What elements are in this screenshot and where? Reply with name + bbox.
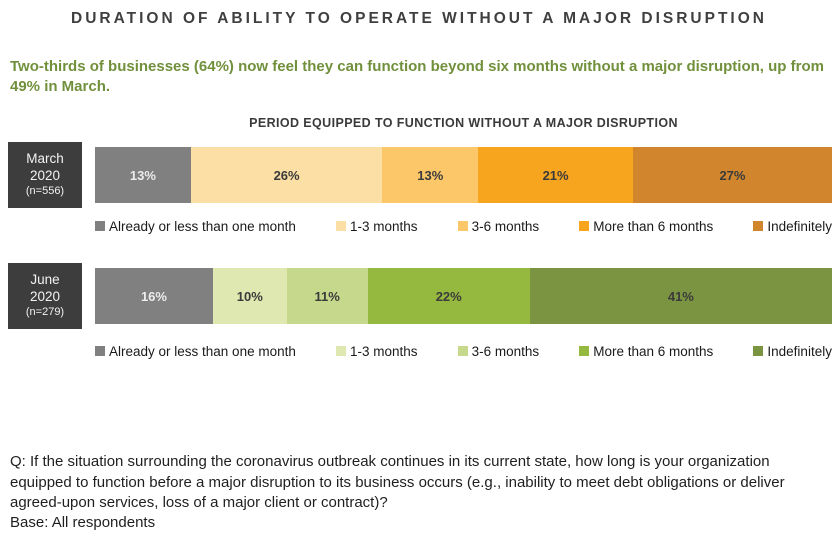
bar-segment: 26% — [190, 147, 383, 203]
bar-segment: 22% — [367, 268, 530, 324]
bar-segment: 16% — [95, 268, 213, 324]
legend-item: More than 6 months — [579, 344, 713, 359]
legend-label: Already or less than one month — [109, 218, 296, 234]
key-finding-subtitle: Two-thirds of businesses (64%) now feel … — [10, 58, 824, 96]
row-label-line: June — [30, 272, 60, 288]
legend-label: 1-3 months — [349, 343, 418, 359]
legend-march-2020: Already or less than one month 1-3 months… — [95, 218, 832, 234]
legend-swatch-icon — [335, 221, 346, 231]
legend-swatch-icon — [753, 346, 764, 356]
row-label-line: (n=556) — [25, 185, 65, 197]
legend-june-2020: Already or less than one month 1-3 months… — [95, 343, 832, 359]
row-label-march-2020: March 2020 (n=556) — [8, 142, 82, 208]
legend-swatch-icon — [335, 346, 346, 356]
bar-segment: 10% — [212, 268, 287, 324]
legend-label: 3-6 months — [471, 343, 540, 359]
stacked-bar-march-2020: 13% 26% 13% 21% 27% — [95, 147, 832, 203]
legend-item: Already or less than one month — [95, 219, 296, 234]
question-footnote: Q: If the situation surrounding the coro… — [10, 453, 785, 512]
row-label-june-2020: June 2020 (n=279) — [8, 263, 82, 329]
legend-swatch-icon — [457, 346, 468, 356]
legend-item: 3-6 months — [457, 218, 540, 234]
legend-item: Indefinitely — [753, 344, 832, 359]
legend-item: Already or less than one month — [95, 344, 296, 359]
row-label-line: (n=279) — [25, 306, 65, 318]
legend-item: 1-3 months — [335, 218, 418, 234]
page-title: DURATION OF ABILITY TO OPERATE WITHOUT A… — [71, 10, 767, 27]
bar-segment: 41% — [529, 268, 832, 324]
bar-row-june-2020: June 2020 (n=279) 16% 10% 11% 22% 41% — [0, 263, 838, 329]
legend-label: 1-3 months — [349, 218, 418, 234]
chart-title: PERIOD EQUIPPED TO FUNCTION WITHOUT A MA… — [249, 116, 678, 130]
legend-swatch-icon — [753, 221, 764, 231]
bar-segment: 21% — [478, 147, 633, 203]
legend-swatch-icon — [95, 221, 105, 231]
base-footnote: Base: All respondents — [10, 514, 156, 531]
legend-item: Indefinitely — [753, 219, 832, 234]
bar-segment: 27% — [632, 147, 832, 203]
legend-label: More than 6 months — [593, 343, 714, 359]
stacked-bar-june-2020: 16% 10% 11% 22% 41% — [95, 268, 832, 324]
row-label-line: 2020 — [29, 168, 61, 184]
legend-label: Already or less than one month — [109, 343, 296, 359]
row-label-line: 2020 — [29, 289, 61, 305]
legend-label: Indefinitely — [767, 343, 832, 359]
legend-swatch-icon — [579, 221, 590, 231]
bar-row-march-2020: March 2020 (n=556) 13% 26% 13% 21% 27% — [0, 142, 838, 208]
bar-segment: 11% — [286, 268, 368, 324]
bar-segment: 13% — [95, 147, 191, 203]
legend-item: 3-6 months — [457, 343, 540, 359]
legend-label: More than 6 months — [593, 218, 714, 234]
legend-label: Indefinitely — [767, 218, 832, 234]
legend-item: 1-3 months — [335, 343, 418, 359]
legend-item: More than 6 months — [579, 219, 713, 234]
row-label-line: March — [26, 151, 64, 167]
legend-swatch-icon — [457, 221, 468, 231]
legend-swatch-icon — [579, 346, 590, 356]
bar-segment: 13% — [382, 147, 479, 203]
legend-swatch-icon — [95, 346, 105, 356]
legend-label: 3-6 months — [471, 218, 540, 234]
